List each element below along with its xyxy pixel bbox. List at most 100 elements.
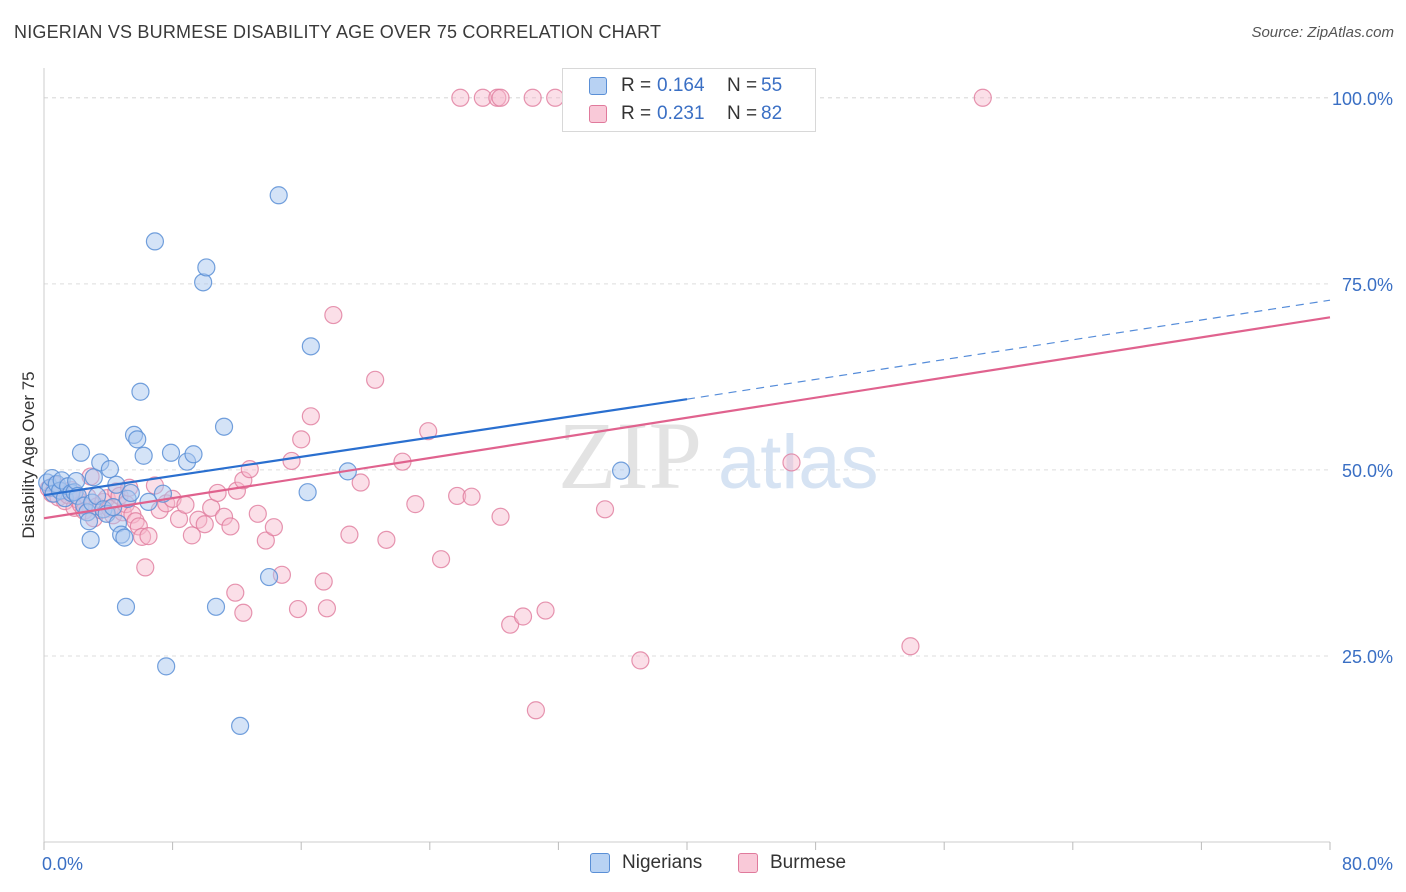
- burmese-point: [182, 526, 201, 545]
- y-tick-label: 100.0%: [1332, 89, 1393, 109]
- burmese-legend-swatch: [738, 853, 758, 873]
- nigerians-point: [611, 461, 631, 480]
- nigerians-point: [184, 445, 203, 464]
- nigerians-swatch: [589, 77, 607, 95]
- burmese-point: [324, 305, 343, 325]
- burmese-point: [473, 88, 492, 107]
- r-label: R =: [621, 103, 652, 124]
- burmese-point: [139, 527, 158, 546]
- legend-item-burmese: Burmese: [738, 852, 846, 874]
- burmese-swatch: [589, 105, 607, 123]
- burmese-point: [351, 473, 370, 492]
- watermark-atlas: atlas: [718, 420, 879, 505]
- y-axis-label: Disability Age Over 75: [19, 371, 38, 538]
- legend-row-nigerians: R = 0.164 N = 55: [589, 73, 831, 99]
- series-legend: Nigerians Burmese: [0, 852, 1406, 878]
- burmese-point: [513, 607, 533, 626]
- burmese-point: [901, 637, 920, 656]
- nigerians-point: [145, 232, 165, 251]
- burmese-point: [448, 486, 467, 506]
- watermark: ZIP atlas: [558, 402, 879, 509]
- nigerians-point: [79, 512, 99, 531]
- n-label: N =: [727, 75, 758, 96]
- burmese-legend-label: Burmese: [770, 852, 847, 873]
- nigerians-legend-swatch: [590, 853, 610, 873]
- burmese-point: [292, 430, 311, 449]
- tick-labels: 25.0% 50.0% 75.0% 100.0% 0.0% 80.0%: [42, 89, 1393, 874]
- burmese-points: [39, 88, 992, 720]
- burmese-point: [234, 471, 253, 490]
- nigerians-point: [161, 443, 181, 462]
- burmese-point: [631, 651, 650, 670]
- burmese-point: [595, 500, 615, 519]
- burmese-point: [782, 453, 801, 472]
- burmese-point: [214, 507, 234, 526]
- burmese-point: [288, 599, 308, 619]
- burmese-point: [195, 515, 214, 534]
- burmese-point: [491, 507, 510, 526]
- burmese-point: [501, 615, 520, 634]
- nigerians-point: [231, 716, 250, 736]
- burmese-point: [248, 504, 267, 523]
- legend-item-nigerians: Nigerians: [590, 852, 702, 874]
- grid-lines: [44, 97, 1330, 657]
- nigerians-point: [157, 657, 176, 676]
- burmese-point: [264, 518, 283, 537]
- correlation-legend: R = 0.164 N = 55 R = 0.231 N = 82: [562, 68, 816, 132]
- burmese-point: [301, 407, 320, 426]
- y-tick-label: 75.0%: [1342, 275, 1393, 295]
- burmese-point: [419, 422, 438, 441]
- nigerians-point: [194, 273, 213, 292]
- n-label: N =: [727, 103, 758, 124]
- nigerians-point: [81, 530, 100, 549]
- nigerians-point: [298, 483, 317, 502]
- burmese-point: [126, 512, 145, 531]
- y-tick-label: 50.0%: [1342, 461, 1393, 481]
- nigerians-point: [134, 446, 153, 465]
- burmese-point: [221, 517, 240, 536]
- y-tick-label: 25.0%: [1342, 647, 1393, 667]
- nigerians-point: [115, 528, 134, 547]
- burmese-point: [256, 531, 275, 550]
- nigerians-point: [206, 597, 226, 616]
- nigerians-legend-label: Nigerians: [622, 852, 703, 873]
- burmese-trend-line: [43, 316, 1331, 520]
- burmese-point: [234, 603, 253, 622]
- source-label: Source: ZipAtlas.com: [1251, 24, 1394, 41]
- burmese-point: [431, 550, 451, 569]
- legend-row-burmese: R = 0.231 N = 82: [589, 101, 831, 127]
- burmese-point: [377, 530, 396, 549]
- burmese-point: [523, 88, 542, 107]
- x-tick-label-min: 0.0%: [42, 854, 83, 874]
- burmese-point: [226, 583, 245, 602]
- burmese-point: [136, 558, 155, 577]
- burmese-point: [340, 525, 359, 544]
- burmese-point: [366, 370, 385, 389]
- nigerians-trend-extension: [686, 299, 1331, 400]
- nigerians-point: [301, 337, 320, 356]
- burmese-point: [317, 599, 337, 618]
- burmese-point: [282, 451, 301, 471]
- nigerians-point: [131, 382, 150, 401]
- n-value: 82: [761, 103, 783, 124]
- burmese-point: [536, 601, 555, 620]
- burmese-point: [406, 495, 425, 514]
- nigerians-point: [197, 258, 216, 277]
- nigerians-point: [116, 597, 136, 616]
- chart-title: NIGERIAN VS BURMESE DISABILITY AGE OVER …: [14, 22, 662, 42]
- burmese-point: [462, 487, 481, 506]
- x-tick-label-max: 80.0%: [1342, 854, 1393, 874]
- axes: [43, 68, 1331, 850]
- nigerians-points: [38, 186, 631, 736]
- burmese-point: [314, 572, 333, 591]
- nigerians-point: [259, 567, 279, 587]
- burmese-point: [491, 88, 510, 107]
- burmese-point: [526, 701, 545, 720]
- nigerians-point: [100, 460, 120, 479]
- r-label: R =: [621, 75, 652, 96]
- nigerians-point: [121, 483, 140, 503]
- burmese-point: [129, 517, 148, 536]
- nigerians-point: [71, 443, 91, 462]
- trend-lines: [43, 299, 1331, 520]
